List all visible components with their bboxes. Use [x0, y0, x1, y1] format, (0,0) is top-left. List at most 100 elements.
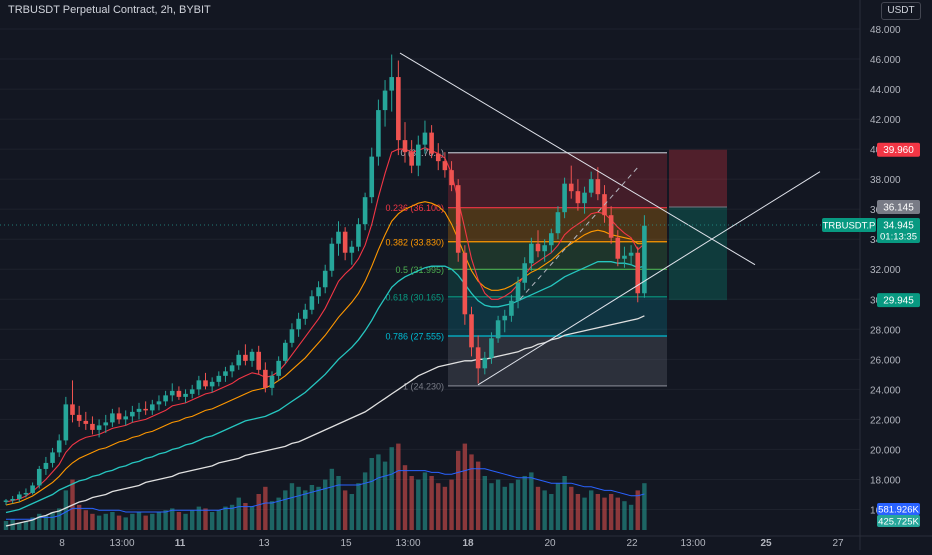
candle-body[interactable] [50, 452, 55, 463]
candle-body[interactable] [263, 369, 268, 388]
candle-body[interactable] [236, 354, 242, 366]
candle-body[interactable] [435, 153, 441, 162]
candle-body[interactable] [163, 395, 168, 402]
candle-body[interactable] [203, 380, 208, 387]
candle-body[interactable] [176, 390, 182, 397]
candle-body[interactable] [495, 320, 501, 339]
candle-body[interactable] [449, 170, 454, 186]
candle-body[interactable] [615, 237, 621, 259]
descending-trendline[interactable] [399, 52, 756, 266]
candle-body[interactable] [130, 411, 135, 417]
currency-selector[interactable]: USDT [881, 2, 921, 20]
candle-body[interactable] [522, 263, 527, 283]
candle-body[interactable] [249, 351, 255, 361]
candle-body[interactable] [482, 357, 488, 369]
candle-body[interactable] [555, 212, 561, 234]
candle-body[interactable] [469, 314, 474, 348]
candle-body[interactable] [422, 132, 428, 145]
candle-body[interactable] [169, 390, 175, 396]
candle-body[interactable] [70, 404, 75, 415]
candle-body[interactable] [3, 500, 9, 502]
position-risk-zone[interactable] [669, 149, 727, 208]
candle-body[interactable] [23, 492, 29, 495]
candle-body[interactable] [502, 315, 508, 321]
candle-body[interactable] [416, 144, 421, 166]
position-tool[interactable] [669, 149, 727, 301]
candle-body[interactable] [243, 354, 248, 361]
candle-body[interactable] [116, 413, 122, 420]
candle-body[interactable] [36, 468, 42, 486]
candle-body[interactable] [183, 393, 188, 397]
candle-body[interactable] [356, 224, 361, 247]
candle-body[interactable] [269, 375, 275, 388]
position-reward-zone[interactable] [669, 207, 727, 301]
candle-body[interactable] [56, 440, 62, 453]
candle-body[interactable] [429, 132, 434, 154]
candle-body[interactable] [489, 338, 494, 358]
candle-body[interactable] [515, 282, 521, 301]
candle-body[interactable] [96, 425, 102, 430]
candle-body[interactable] [283, 342, 288, 361]
candle-body[interactable] [475, 347, 481, 369]
candle-body[interactable] [549, 233, 554, 246]
candle-body[interactable] [442, 161, 448, 171]
candle-body[interactable] [17, 494, 22, 499]
candle-body[interactable] [10, 498, 15, 501]
candle-body[interactable] [562, 183, 567, 213]
candle-body[interactable] [322, 270, 328, 288]
candle-body[interactable] [316, 287, 321, 297]
candle-body[interactable] [189, 389, 195, 394]
candle-body[interactable] [622, 255, 627, 259]
candle-body[interactable] [529, 243, 534, 264]
candle-body[interactable] [575, 191, 581, 204]
candle-body[interactable] [156, 401, 162, 405]
candles[interactable] [3, 54, 647, 505]
candle-body[interactable] [342, 231, 348, 253]
candle-body[interactable] [349, 246, 355, 253]
trendlines[interactable] [399, 52, 821, 386]
candle-body[interactable] [302, 309, 308, 319]
candle-body[interactable] [462, 252, 468, 315]
candle-body[interactable] [362, 197, 368, 225]
candle-body[interactable] [535, 243, 541, 252]
candle-body[interactable] [43, 462, 49, 469]
candle-body[interactable] [30, 485, 35, 493]
candle-body[interactable] [296, 318, 301, 330]
candle-body[interactable] [276, 360, 281, 376]
time-axis[interactable]: 8 13:00 11 13 15 13:00 18 20 22 13:00 25 27 [0, 535, 932, 549]
candle-body[interactable] [455, 185, 461, 253]
candle-body[interactable] [402, 140, 408, 153]
candle-body[interactable] [289, 329, 295, 343]
candle-body[interactable] [635, 252, 641, 294]
candle-body[interactable] [336, 231, 341, 244]
candle-body[interactable] [103, 422, 109, 426]
candle-body[interactable] [382, 90, 388, 111]
ascending-trendline[interactable] [477, 171, 821, 386]
candle-body[interactable] [63, 404, 69, 441]
candle-body[interactable] [216, 375, 222, 382]
candle-body[interactable] [110, 413, 115, 423]
candle-body[interactable] [542, 245, 547, 252]
dashed-trendline[interactable] [519, 166, 639, 300]
candle-body[interactable] [229, 365, 235, 372]
candle-body[interactable] [83, 420, 89, 424]
candle-body[interactable] [595, 179, 601, 195]
candle-body[interactable] [90, 423, 95, 430]
candle-body[interactable] [509, 300, 514, 316]
candle-body[interactable] [568, 183, 574, 192]
candle-body[interactable] [608, 215, 614, 238]
candle-body[interactable] [136, 408, 142, 412]
candle-body[interactable] [389, 77, 394, 91]
candle-body[interactable] [150, 404, 155, 411]
candle-body[interactable] [209, 381, 215, 387]
candle-body[interactable] [642, 225, 647, 294]
candle-body[interactable] [123, 416, 128, 420]
candle-body[interactable] [329, 243, 335, 271]
candle-body[interactable] [628, 252, 634, 256]
candle-body[interactable] [396, 77, 401, 141]
candle-body[interactable] [582, 192, 587, 204]
candle-body[interactable] [588, 179, 594, 193]
candle-body[interactable] [196, 380, 202, 390]
